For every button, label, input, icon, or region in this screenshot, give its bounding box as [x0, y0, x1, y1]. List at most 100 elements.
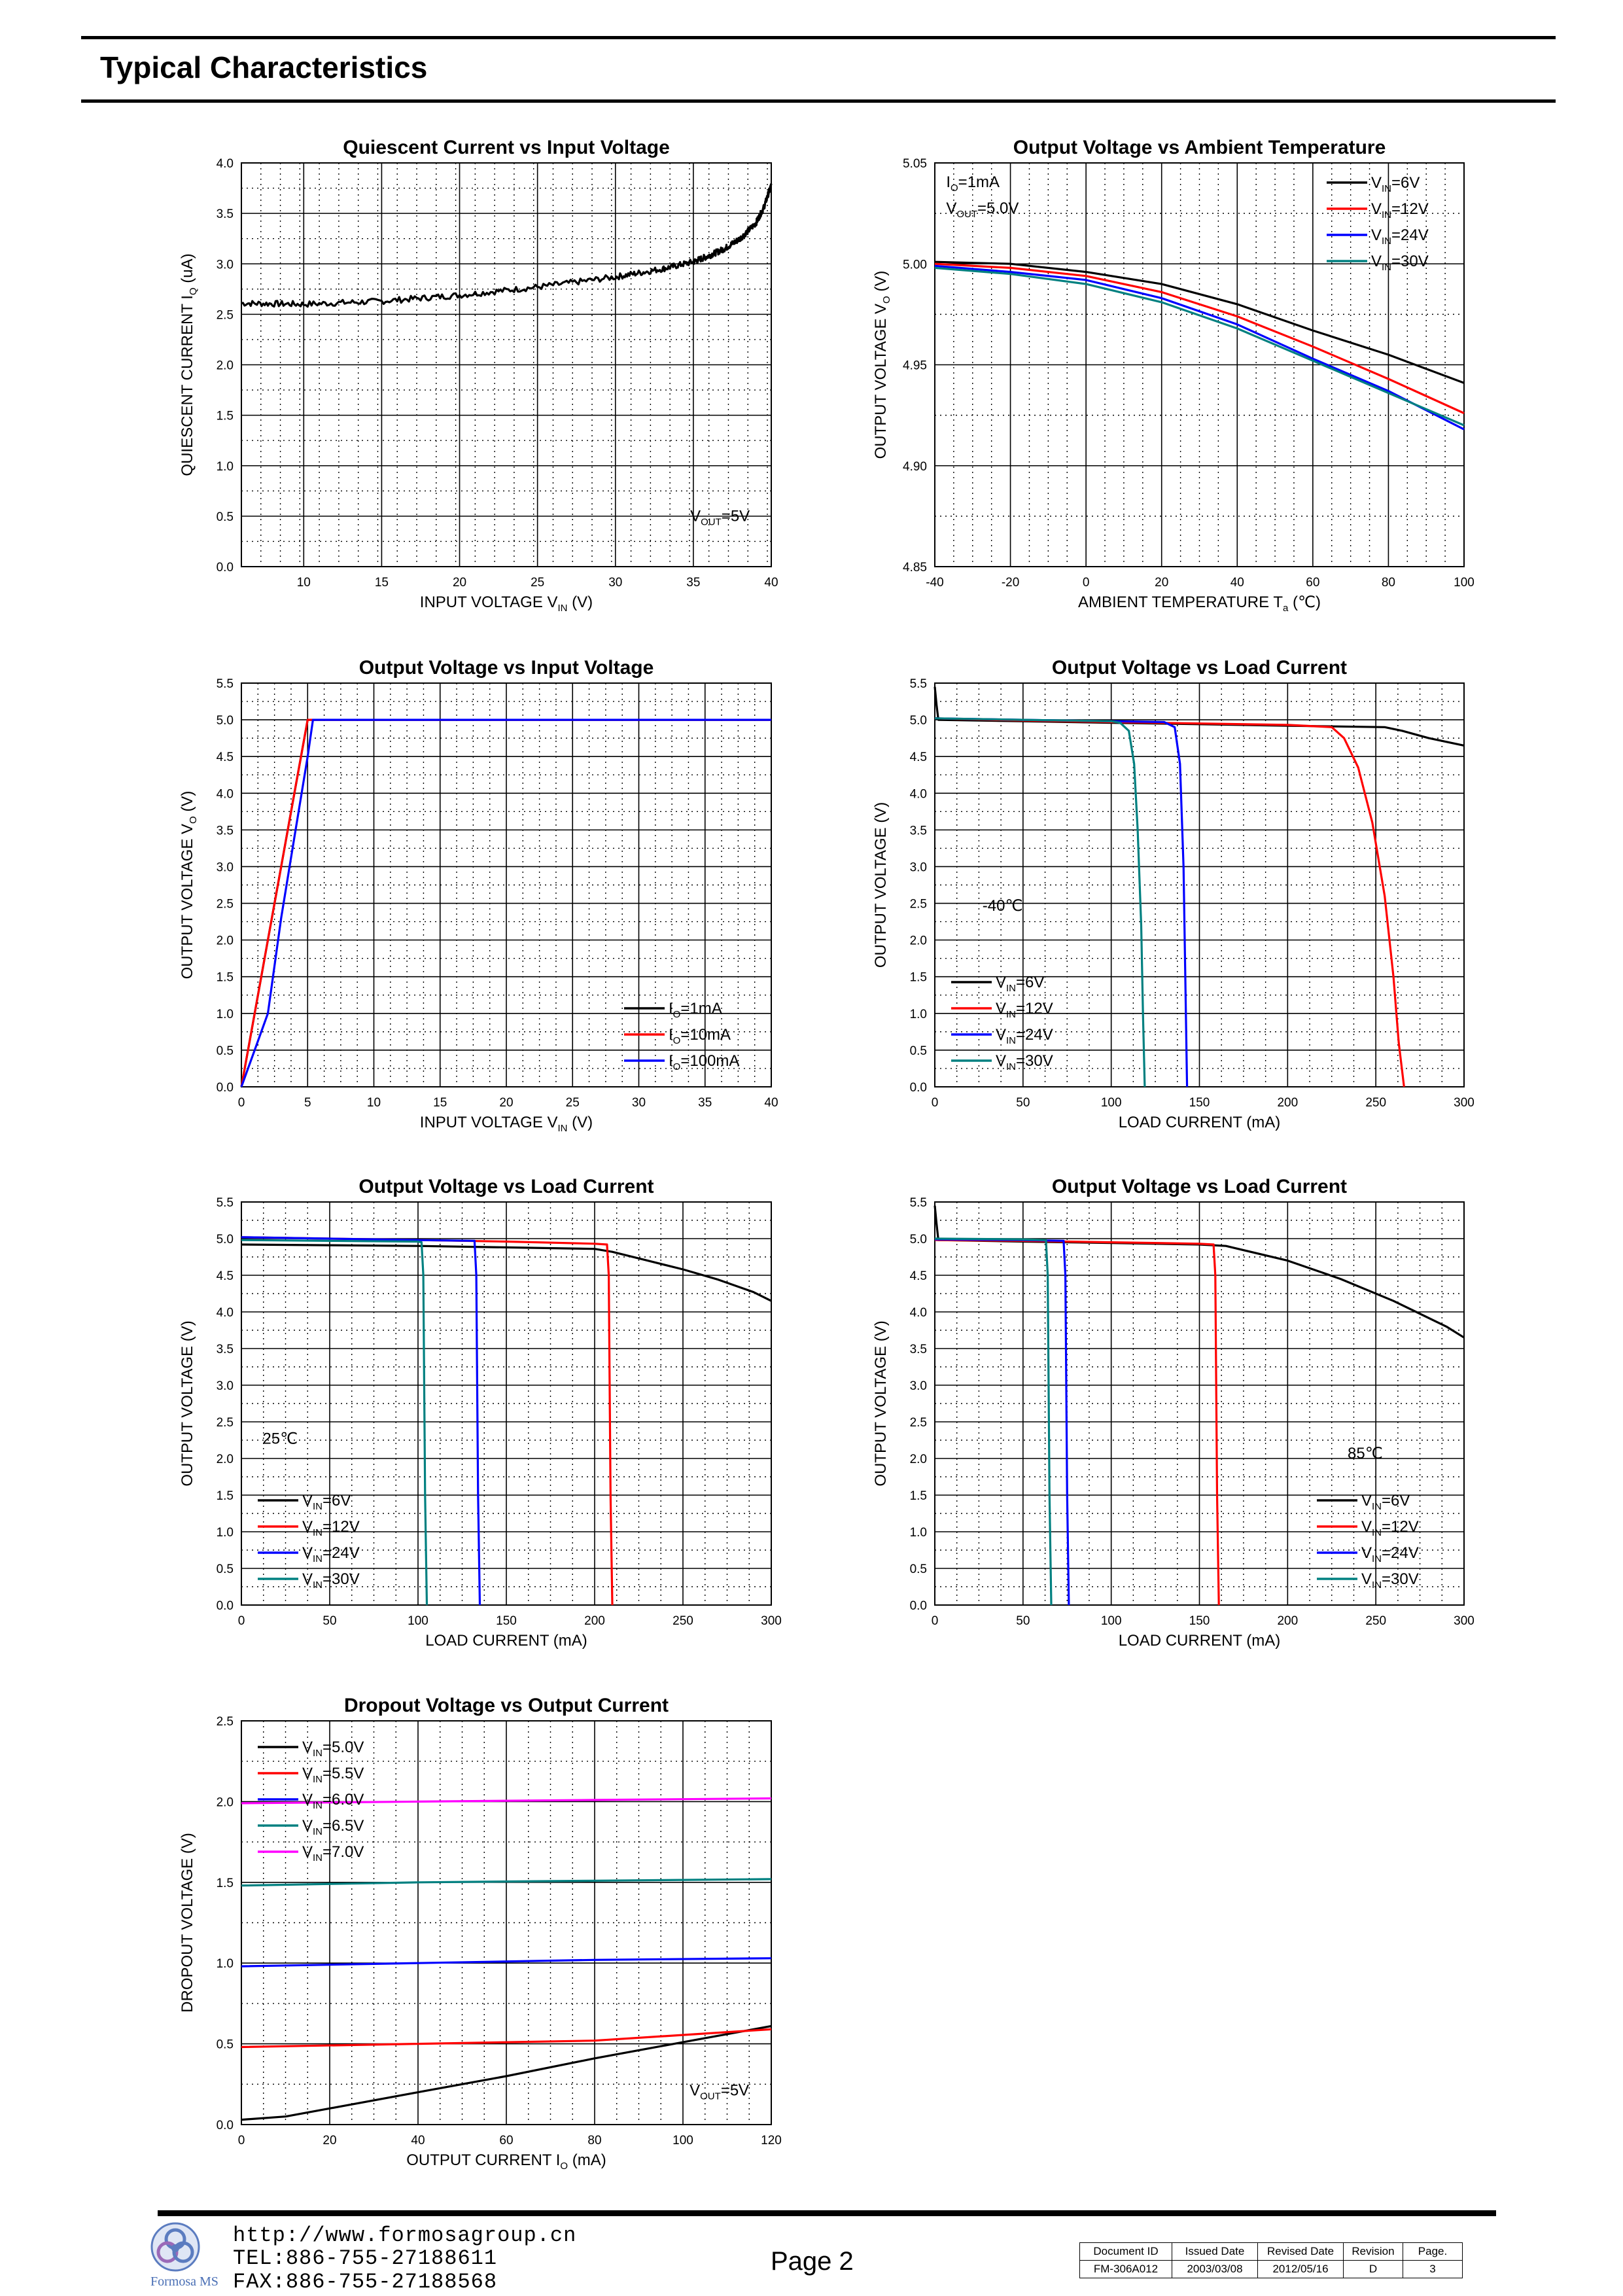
y-tick-label: 0.0 [217, 1599, 234, 1613]
x-tick-label: 20 [1155, 576, 1168, 590]
y-tick-label: 1.5 [217, 1877, 234, 1890]
y-tick-label: 2.5 [910, 898, 927, 911]
y-tick-label: 0.5 [217, 1563, 234, 1576]
x-tick-label: 50 [1016, 1614, 1030, 1628]
series-line-4 [241, 1239, 428, 1606]
x-axis-label: LOAD CURRENT (mA) [1119, 1114, 1281, 1131]
x-tick-label: -20 [1002, 576, 1019, 590]
chart-vout-vs-vin: 0 5 10 15 20 25 30 35 40 0.0 0.5 1.0 1.5 2.0 2.5 3.0 3.5… [179, 657, 778, 1134]
doc-table-header-row: Document ID Issued Date Revised Date Rev… [1079, 2242, 1463, 2261]
legend-label: VIN=24V [996, 1026, 1053, 1046]
x-tick-label: 300 [1454, 1614, 1475, 1628]
x-tick-label: 40 [764, 1096, 778, 1110]
chart-vout-vs-load-minus40: 0 50 100 150 200 250 300 0.0 0.5 1.0 1.5 2.0 2.5 3.0 3… [872, 657, 1475, 1131]
y-tick-label: 0.5 [217, 1044, 234, 1058]
legend-label: VIN=30V [1371, 253, 1429, 273]
chart-quiescent-current: 10 15 20 25 30 35 40 0.0 0.5 1.0 1.5 2.0 2.5 3.0 3.5 4.… [179, 137, 778, 614]
legend-label: VIN=5.5V [302, 1765, 364, 1785]
x-tick-label: 25 [566, 1096, 580, 1110]
legend-label: VIN=6.0V [302, 1791, 364, 1811]
series-line-4 [934, 1237, 1053, 1606]
y-tick-label: 4.0 [910, 787, 927, 801]
series-line-2 [240, 718, 771, 1087]
x-tick-label: 40 [764, 576, 778, 590]
x-tick-label: 100 [1454, 576, 1475, 590]
document-info-table: Document ID Issued Date Revised Date Rev… [1079, 2242, 1463, 2278]
x-tick-label: 10 [367, 1096, 381, 1110]
y-tick-label: 1.5 [910, 1489, 927, 1503]
legend-label: IO=1mA [669, 1000, 722, 1020]
doc-header-revision: Revision [1343, 2242, 1403, 2261]
chart-title: Quiescent Current vs Input Voltage [343, 137, 670, 158]
y-tick-label: 2.5 [910, 1416, 927, 1430]
x-tick-label: 30 [608, 576, 622, 590]
series-line-1 [241, 1243, 772, 1302]
series-line-3 [241, 1236, 481, 1606]
series-line-3 [934, 264, 1465, 431]
formosa-logo-icon [150, 2222, 200, 2272]
y-tick-label: 5.5 [910, 1196, 927, 1210]
x-tick-label: 0 [238, 2134, 245, 2147]
plot-frame [934, 1201, 1465, 1606]
plot-frame [241, 162, 772, 567]
x-tick-label: 300 [1454, 1096, 1475, 1110]
y-tick-label: 0.0 [217, 561, 234, 574]
x-tick-label: 150 [1189, 1096, 1210, 1110]
y-tick-label: 1.0 [217, 1008, 234, 1021]
legend-label: VIN=24V [302, 1544, 360, 1564]
y-tick-label: 4.0 [910, 1306, 927, 1320]
plot-frame [241, 682, 772, 1087]
y-tick-label: 4.0 [217, 1306, 234, 1320]
x-tick-label: 0 [1083, 576, 1090, 590]
footer-tel: TEL:886-755-27188611 [233, 2246, 498, 2270]
series-line-2 [934, 262, 1465, 414]
chart-annotation: VOUT=5V [689, 2082, 749, 2102]
series-line-1 [241, 2024, 772, 2121]
x-tick-label: 300 [761, 1614, 782, 1628]
x-tick-label: 250 [1365, 1614, 1386, 1628]
legend-label: VIN=24V [1371, 226, 1429, 247]
top-rule [81, 36, 1556, 39]
y-tick-label: 1.0 [217, 460, 234, 474]
y-tick-label: 1.0 [910, 1008, 927, 1021]
y-tick-label: 3.5 [910, 824, 927, 838]
y-tick-label: 2.5 [217, 898, 234, 911]
y-tick-label: 0.5 [910, 1044, 927, 1058]
x-tick-label: 200 [584, 1614, 605, 1628]
y-tick-label: 3.0 [910, 860, 927, 874]
series-line-4 [934, 717, 1146, 1087]
x-tick-label: 20 [323, 2134, 336, 2147]
series-line-5 [241, 1797, 772, 1805]
chart-title: Dropout Voltage vs Output Current [344, 1695, 669, 1716]
x-axis-label: AMBIENT TEMPERATURE Ta (℃) [1078, 593, 1321, 614]
chart-annotation: 85℃ [1348, 1445, 1383, 1462]
plot-frame [241, 1720, 772, 2125]
series-line-4 [241, 1878, 772, 1887]
y-tick-label: 2.0 [217, 934, 234, 948]
y-tick-label: 4.95 [903, 359, 927, 373]
y-tick-label: 0.5 [217, 2038, 234, 2052]
y-tick-label: 0.5 [217, 510, 234, 524]
footer-fax: FAX:886-755-27188568 [233, 2270, 498, 2294]
y-tick-label: 4.5 [217, 751, 234, 764]
doc-table-value-row: FM-306A012 2003/03/08 2012/05/16 D 3 [1079, 2260, 1463, 2278]
doc-header-issued: Issued Date [1172, 2242, 1258, 2261]
x-tick-label: 120 [761, 2134, 782, 2147]
y-tick-label: 5.5 [217, 677, 234, 691]
x-tick-label: 50 [1016, 1096, 1030, 1110]
y-tick-label: 1.5 [217, 971, 234, 985]
legend-label: VIN=12V [1361, 1518, 1419, 1538]
x-tick-label: 0 [238, 1614, 245, 1628]
legend-label: VIN=6V [302, 1492, 351, 1512]
x-tick-label: 0 [238, 1096, 245, 1110]
y-tick-label: 3.5 [217, 824, 234, 838]
doc-header-page: Page. [1403, 2242, 1463, 2261]
y-tick-label: 3.0 [217, 1379, 234, 1393]
footer-url-link[interactable]: http://www.formosagroup.cn [233, 2223, 577, 2248]
plot-frame [241, 1201, 772, 1606]
chart-vout-vs-temperature: -40 -20 0 20 40 60 80 100 4.85 4.90 4.95 5.00 5.05 Ou… [872, 137, 1475, 614]
y-axis-label: OUTPUT VOLTAGE VO (V) [179, 791, 199, 980]
y-axis-label: OUTPUT VOLTAGE (V) [872, 802, 890, 968]
y-tick-label: 5.5 [910, 677, 927, 691]
chart-title: Output Voltage vs Load Current [1052, 1176, 1347, 1197]
